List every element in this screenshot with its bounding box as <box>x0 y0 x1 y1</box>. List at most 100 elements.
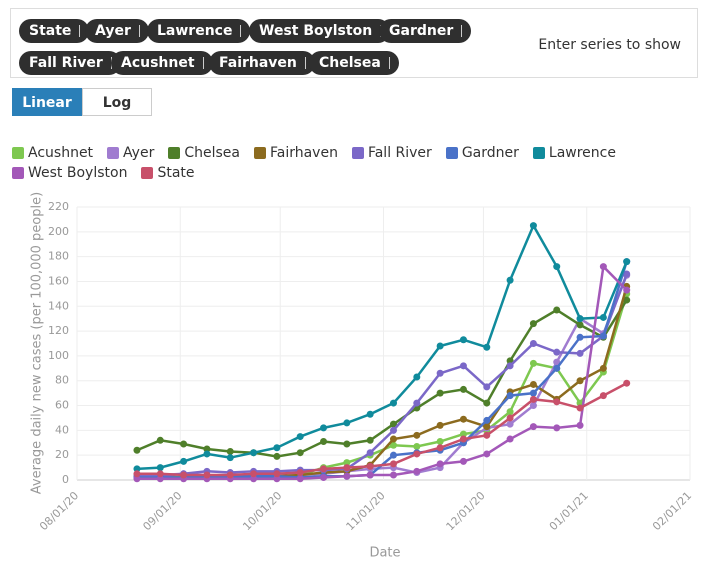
data-point <box>623 258 631 266</box>
data-point <box>296 475 304 483</box>
data-point <box>203 471 211 479</box>
legend-item[interactable]: Ayer <box>107 145 154 161</box>
data-point <box>389 471 397 479</box>
data-point <box>623 379 631 387</box>
legend-item[interactable]: Chelsea <box>168 145 240 161</box>
y-tick-label: 160 <box>48 274 69 287</box>
legend-label: Chelsea <box>184 145 240 161</box>
series-chip[interactable]: Lawrence <box>147 19 251 43</box>
series-chip[interactable]: Ayer <box>85 19 149 43</box>
series-line <box>136 273 628 478</box>
x-tick-label: 11/01/20 <box>344 489 388 533</box>
legend-swatch <box>12 147 24 159</box>
data-point <box>576 333 584 341</box>
data-point <box>529 359 537 367</box>
data-point <box>553 263 561 271</box>
data-point <box>180 471 188 479</box>
data-point <box>529 340 537 347</box>
data-point <box>623 296 631 304</box>
data-point <box>366 462 374 470</box>
data-point <box>389 399 397 407</box>
data-point <box>180 457 188 465</box>
data-point <box>389 451 397 459</box>
data-point <box>506 420 514 428</box>
data-point <box>436 460 444 468</box>
legend-item[interactable]: Fall River <box>351 145 432 161</box>
data-point <box>529 222 537 230</box>
data-point <box>553 348 561 356</box>
data-point <box>576 421 584 429</box>
y-tick-label: 100 <box>48 349 69 362</box>
data-point <box>320 474 328 482</box>
data-point <box>413 450 421 458</box>
series-chip[interactable]: Chelsea <box>309 51 399 75</box>
x-tick-label: 10/01/20 <box>240 489 284 533</box>
legend-label: State <box>157 165 195 181</box>
y-tick-label: 60 <box>55 399 69 412</box>
y-tick-label: 0 <box>62 473 69 486</box>
series-line <box>136 299 628 458</box>
search-placeholder[interactable]: Enter series to show <box>538 37 681 53</box>
y-tick-label: 140 <box>48 299 69 312</box>
data-point <box>529 402 537 410</box>
data-point <box>483 416 491 424</box>
data-point <box>623 286 631 294</box>
data-point <box>576 315 584 323</box>
scale-toggle: Linear Log <box>12 88 152 116</box>
data-point <box>389 460 397 468</box>
data-point <box>506 414 514 422</box>
data-point <box>250 475 258 483</box>
y-tick-label: 220 <box>48 200 69 213</box>
data-point <box>436 342 444 350</box>
x-axis-label: Date <box>369 546 400 561</box>
data-point <box>576 404 584 412</box>
series-search[interactable]: Enter series to show State Ayer Lawrence We… <box>10 8 698 78</box>
legend-item[interactable]: Fairhaven <box>253 145 338 161</box>
data-point <box>599 263 607 271</box>
y-tick-label: 80 <box>55 374 69 387</box>
legend-item[interactable]: Lawrence <box>532 145 616 161</box>
series-line <box>136 274 628 478</box>
scale-button[interactable]: Log <box>82 88 152 116</box>
series-chip[interactable]: State <box>19 19 90 43</box>
legend-item[interactable]: West Boylston <box>12 165 127 181</box>
data-point <box>366 436 374 444</box>
data-point <box>389 441 397 449</box>
data-point <box>156 464 164 472</box>
series-chip[interactable]: Fairhaven <box>209 51 315 75</box>
legend-label: Ayer <box>123 145 155 161</box>
scale-button[interactable]: Linear <box>12 88 82 116</box>
data-point <box>599 364 607 372</box>
legend-swatch <box>12 167 24 179</box>
y-axis-label: Average daily new cases (per 100,000 peo… <box>30 192 45 494</box>
legend-label: Acushnet <box>28 145 94 161</box>
legend-swatch <box>445 147 458 159</box>
data-point <box>599 392 607 400</box>
x-tick-label: 12/01/20 <box>444 489 488 533</box>
data-point <box>553 398 561 406</box>
series-chip[interactable]: Acushnet <box>111 51 213 75</box>
legend-item[interactable]: Acushnet <box>12 145 93 161</box>
data-point <box>506 392 514 400</box>
data-point <box>366 410 374 418</box>
legend-item[interactable]: Gardner <box>445 145 519 161</box>
data-point <box>483 423 491 431</box>
series-chip[interactable]: Fall River <box>19 51 121 75</box>
data-point <box>553 424 561 432</box>
data-point <box>483 343 491 351</box>
data-point <box>576 321 584 329</box>
data-point <box>413 431 421 439</box>
series-chip[interactable]: West Boylston <box>249 19 391 43</box>
series-chip[interactable]: Gardner <box>379 19 472 43</box>
legend-item[interactable]: State <box>141 165 195 181</box>
data-point <box>343 459 351 467</box>
data-point <box>320 438 328 446</box>
data-point <box>506 276 514 284</box>
legend: Acushnet Ayer Chelsea Fairhaven Fall River Ga… <box>12 145 702 181</box>
y-tick-label: 20 <box>55 448 69 461</box>
data-point <box>436 369 444 377</box>
data-point <box>250 470 258 478</box>
y-tick-label: 120 <box>48 324 69 337</box>
data-point <box>483 431 491 439</box>
data-point <box>133 465 141 473</box>
